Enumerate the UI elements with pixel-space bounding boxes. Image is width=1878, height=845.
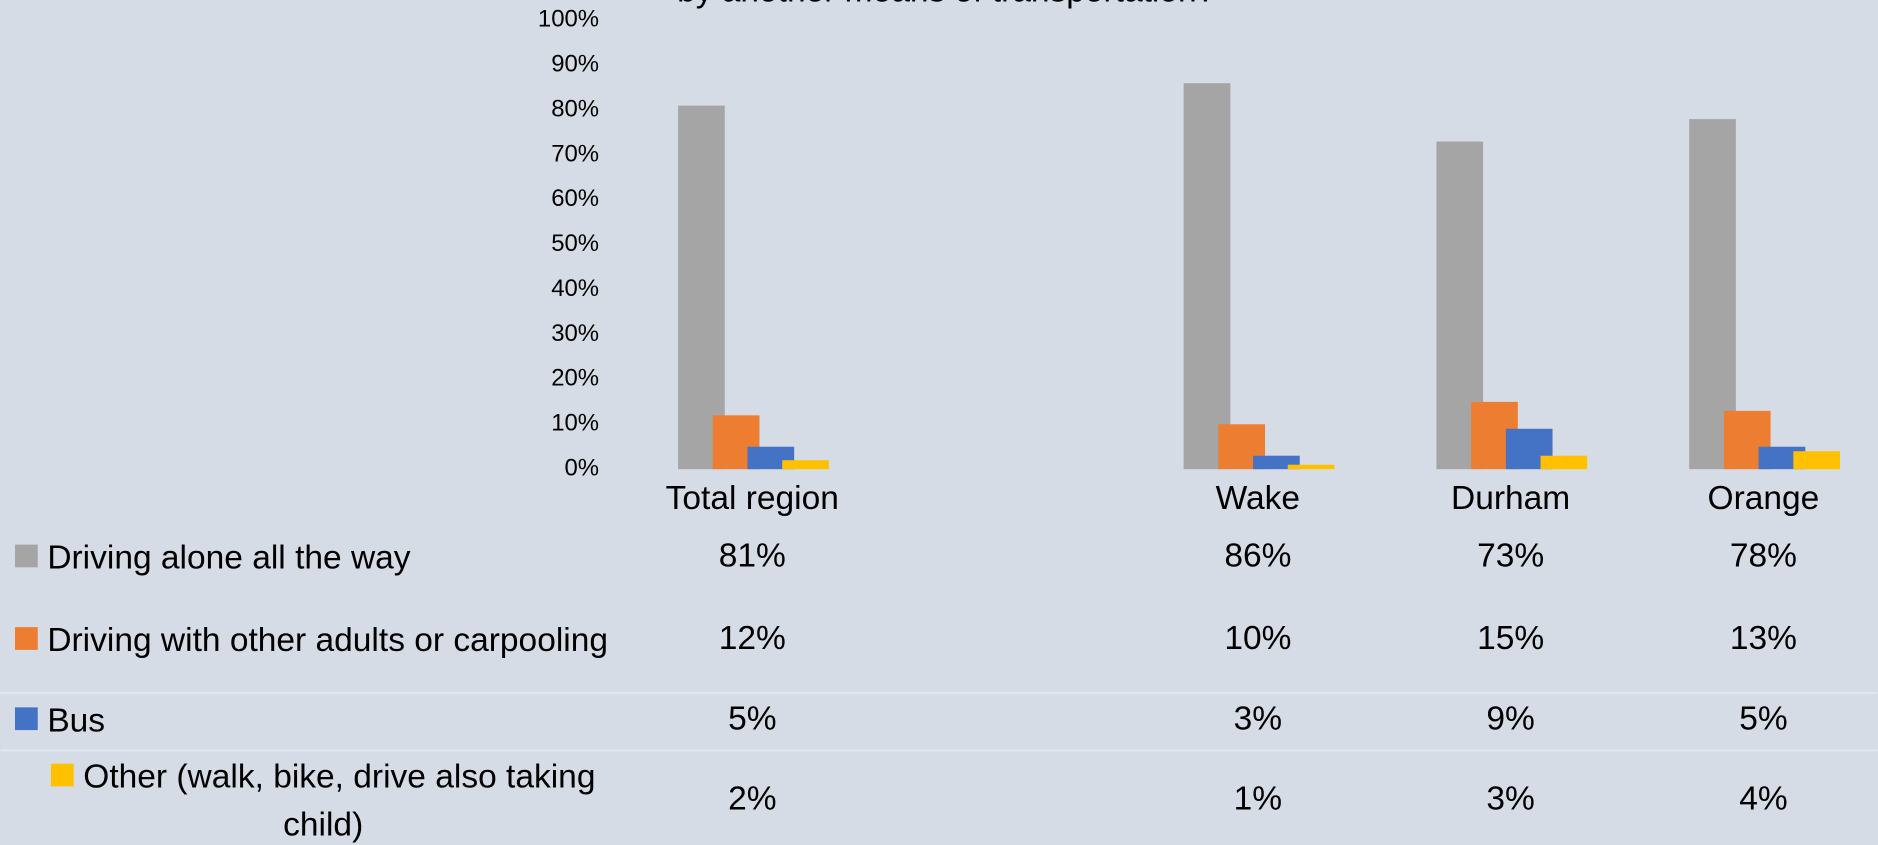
- bar: [782, 460, 829, 470]
- table-cell: 86%: [1224, 538, 1291, 575]
- legend-cell: Bus: [15, 667, 643, 775]
- y-tick-label: 40%: [551, 275, 599, 302]
- legend-item: Driving with other adults or carpooling: [15, 586, 643, 694]
- legend-text: Other (walk, bike, drive also taking chi…: [83, 757, 596, 843]
- table-cell: 15%: [1477, 620, 1544, 657]
- legend-swatch: [50, 763, 74, 787]
- legend-item: Driving alone all the way: [15, 504, 643, 612]
- x-tick-label: Orange: [1708, 480, 1820, 517]
- y-tick-label: 30%: [551, 320, 599, 347]
- table-cell: 78%: [1730, 538, 1797, 575]
- table-cell: 2%: [728, 781, 776, 818]
- y-tick-label: 60%: [551, 185, 599, 212]
- bar: [678, 105, 725, 470]
- legend-label: Bus: [15, 697, 105, 745]
- table-cell: 81%: [719, 538, 786, 575]
- x-tick-label: Durham: [1451, 480, 1570, 517]
- legend-swatch: [15, 544, 38, 568]
- y-tick-label: 10%: [551, 410, 599, 437]
- y-tick-label: 80%: [551, 95, 599, 122]
- bar: [1183, 83, 1231, 470]
- legend-cell: Other (walk, bike, drive also taking chi…: [15, 747, 643, 845]
- x-tick-label: Total region: [666, 480, 839, 517]
- table-cell: 73%: [1477, 538, 1544, 575]
- bar: [1287, 464, 1335, 470]
- table-cell: 9%: [1486, 700, 1534, 737]
- legend-cell: Driving alone all the way: [15, 504, 643, 612]
- legend-cell: Driving with other adults or carpooling: [15, 586, 643, 694]
- legend-item: Bus: [15, 667, 643, 775]
- legend-text: Driving with other adults or carpooling: [47, 621, 609, 659]
- legend-swatch: [15, 627, 38, 650]
- table-cell: 3%: [1234, 700, 1282, 737]
- bar: [1793, 451, 1841, 470]
- table-cell: 12%: [719, 620, 786, 657]
- table-cell: 10%: [1224, 620, 1291, 657]
- chart-title: by another means of transportation?: [677, 0, 1215, 10]
- legend-item: Other (walk, bike, drive also taking chi…: [15, 747, 643, 845]
- legend-swatch: [15, 707, 38, 731]
- legend-label: Other (walk, bike, drive also taking chi…: [15, 753, 631, 845]
- legend-label: Driving alone all the way: [15, 534, 411, 582]
- y-tick-label: 90%: [551, 51, 599, 78]
- legend-text: Bus: [47, 701, 106, 739]
- table-cell: 1%: [1234, 781, 1282, 818]
- table-cell: 4%: [1739, 781, 1787, 818]
- table-cell: 3%: [1486, 781, 1534, 818]
- legend-label: Driving with other adults or carpooling: [15, 616, 608, 664]
- y-tick-label: 50%: [551, 230, 599, 257]
- table-cell: 5%: [1739, 700, 1787, 737]
- y-tick-label: 100%: [538, 6, 599, 33]
- y-tick-label: 20%: [551, 365, 599, 392]
- bar: [1540, 455, 1588, 470]
- legend-text: Driving alone all the way: [47, 538, 411, 576]
- y-tick-label: 70%: [551, 140, 599, 167]
- y-tick-label: 0%: [565, 455, 600, 482]
- table-cell: 5%: [728, 700, 776, 737]
- x-tick-label: Wake: [1216, 480, 1300, 517]
- table-cell: 13%: [1730, 620, 1797, 657]
